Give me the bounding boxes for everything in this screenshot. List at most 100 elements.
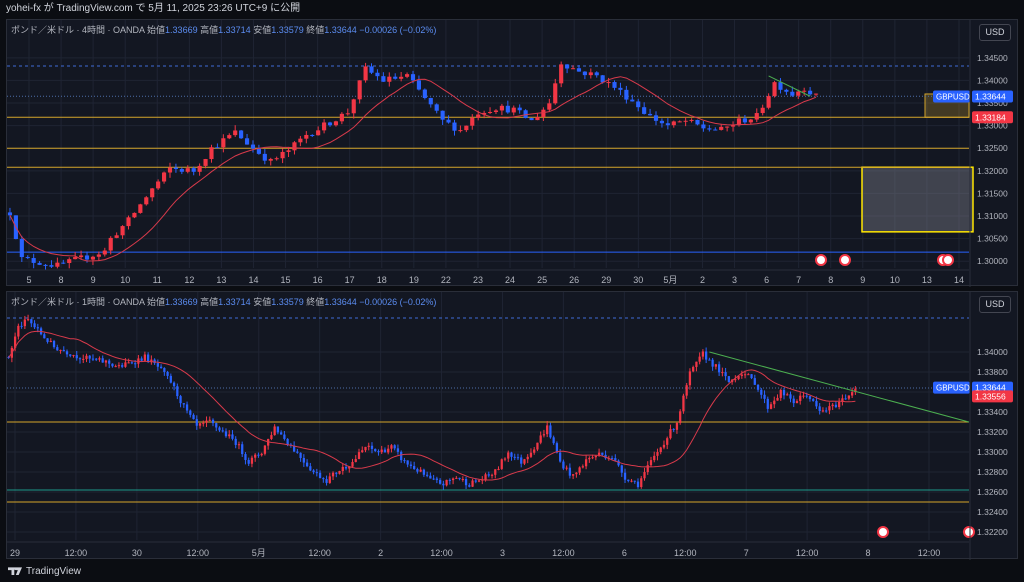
candle-body: [743, 374, 747, 376]
candle-body: [13, 336, 17, 348]
candle-body: [493, 110, 499, 112]
chart-1h-panel[interactable]: 1.340001.338001.336001.334001.332001.330…: [6, 291, 1018, 560]
candle-body: [640, 478, 643, 487]
candle-body: [126, 217, 131, 227]
legend-high: 1.33714: [218, 297, 251, 307]
candle-body: [198, 423, 202, 426]
candle-body: [357, 80, 362, 100]
candle-body: [134, 363, 137, 365]
candle-body: [499, 105, 504, 111]
candle-body: [61, 262, 66, 264]
candle-body: [363, 66, 368, 81]
price-axis: 1.34500 1.34000 1.33500 1.33000 1.32500 1.320…: [977, 53, 1008, 266]
economic-event-icon: [942, 254, 954, 266]
candle-body: [698, 356, 701, 362]
candle-body: [218, 427, 221, 431]
candle-body: [270, 435, 273, 439]
candle-body: [191, 168, 196, 172]
candle-body: [808, 396, 812, 400]
candle-body: [458, 130, 463, 132]
candle-body: [815, 400, 818, 407]
candles: [7, 314, 857, 490]
candle-body: [782, 389, 786, 396]
candle-body: [662, 444, 666, 448]
candle-body: [23, 319, 26, 327]
candle-body: [748, 119, 753, 123]
candle-body: [286, 438, 289, 445]
candle-body: [701, 351, 705, 357]
candle-body: [434, 104, 439, 111]
candle-body: [813, 93, 819, 95]
candle-body: [268, 158, 273, 161]
time-tick-label: 12:00: [918, 548, 941, 558]
candle-body: [185, 404, 189, 411]
candle-body: [575, 472, 578, 475]
candle-body: [520, 457, 523, 464]
candle-body: [257, 454, 260, 456]
time-tick-label: 18: [377, 275, 387, 285]
candle-body: [828, 406, 831, 411]
candle-body: [72, 355, 75, 357]
legend-high-label: 高値: [200, 297, 219, 307]
candle-body: [381, 76, 386, 82]
candle-body: [419, 469, 422, 472]
price-tick-label: 1.31500: [977, 188, 1008, 198]
time-tick-label: 12:00: [65, 548, 88, 558]
legend-low-label: 安値: [253, 25, 272, 35]
candle-body: [78, 358, 82, 360]
currency-button[interactable]: USD: [979, 296, 1011, 313]
candle-body: [618, 87, 623, 90]
chart-4h-panel[interactable]: 1.34500 1.34000 1.33500 1.33000 1.32500 1.320…: [6, 19, 1018, 287]
demand-zone: [861, 166, 974, 233]
candle-body: [594, 72, 599, 76]
candle-body: [490, 474, 494, 476]
price-tick-label: 1.32600: [977, 487, 1008, 497]
price-tag-value: 1.33184: [975, 112, 1006, 122]
candle-body: [46, 338, 49, 342]
candle-body: [108, 360, 111, 364]
candle-body: [802, 90, 807, 92]
candle-body: [316, 130, 321, 136]
time-tick-label: 3: [500, 548, 505, 558]
candle-body: [292, 142, 297, 151]
time-tick-label: 5月: [663, 275, 677, 285]
candle-body: [468, 485, 471, 487]
candle-body: [339, 113, 344, 122]
legend-close: 1.33644: [324, 297, 357, 307]
candle-body: [55, 262, 60, 267]
price-tick-label: 1.34000: [977, 347, 1008, 357]
time-tick-label: 30: [633, 275, 643, 285]
legend-close-label: 終値: [306, 25, 325, 35]
candle-body: [263, 445, 267, 454]
candle-body: [96, 254, 101, 257]
candle-body: [659, 447, 662, 453]
price-tag: [972, 111, 1013, 124]
candle-body: [215, 423, 218, 428]
candle-body: [653, 455, 656, 461]
candle-body: [705, 351, 708, 360]
price-tag-value: 1.33644: [975, 383, 1006, 393]
candle-body: [43, 264, 48, 266]
candle-body: [825, 410, 828, 412]
candle-body: [494, 469, 497, 475]
candle-body: [205, 420, 208, 423]
currency-button[interactable]: USD: [979, 24, 1011, 41]
candle-body: [354, 459, 357, 462]
candle-body: [536, 442, 539, 450]
candle-body: [461, 478, 464, 480]
candle-body: [305, 462, 309, 467]
candle-body: [760, 107, 765, 114]
candle-body: [328, 476, 331, 483]
candle-body: [233, 130, 238, 136]
candle-body: [309, 466, 312, 471]
candle-body: [331, 472, 335, 477]
candle-body: [82, 358, 85, 360]
candle-body: [766, 96, 771, 108]
candle-body: [428, 98, 433, 105]
candle-body: [33, 323, 36, 328]
candle-body: [503, 458, 507, 460]
candle-body: [546, 425, 549, 435]
candle-body: [161, 172, 167, 182]
candle-body: [228, 434, 231, 437]
candle-body: [304, 134, 309, 139]
